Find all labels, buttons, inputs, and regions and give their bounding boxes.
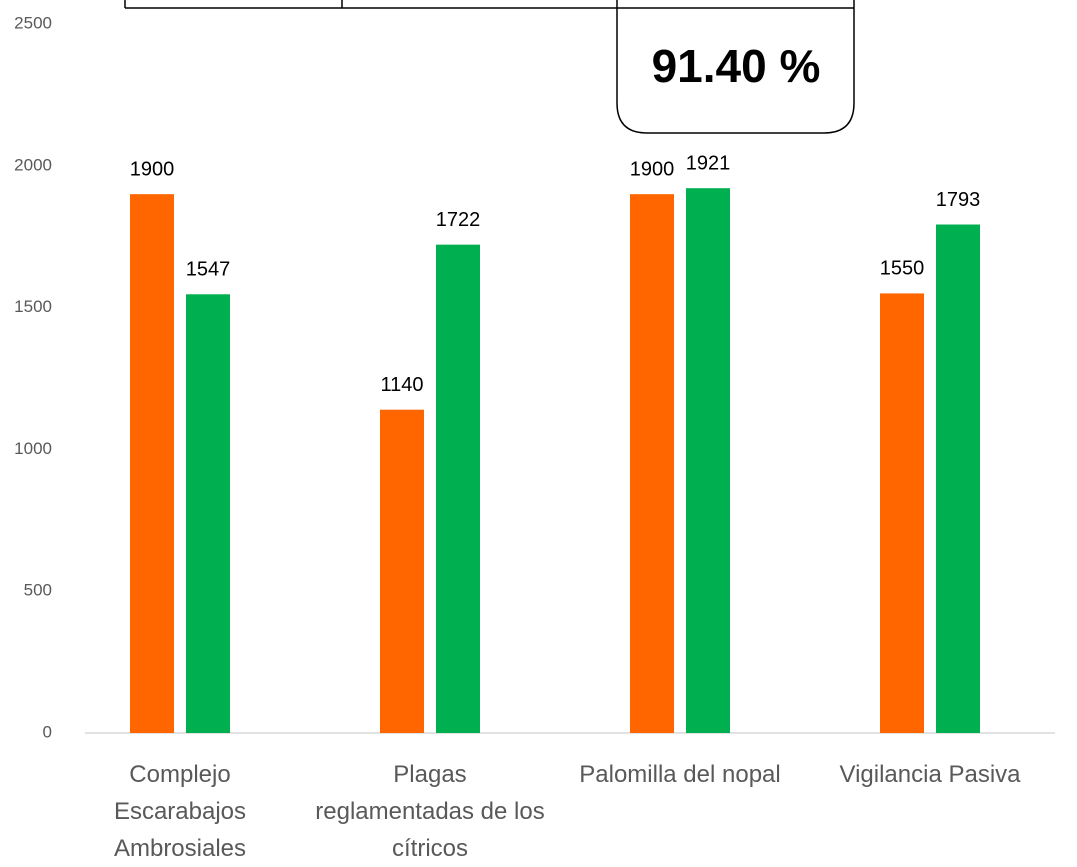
y-tick-label: 0 [43, 722, 52, 741]
value-label: 1550 [880, 258, 925, 280]
x-tick-label: Palomilla del nopal [579, 761, 780, 788]
y-tick-label: 2000 [14, 155, 52, 174]
bar [436, 244, 480, 733]
y-tick-label: 1500 [14, 297, 52, 316]
y-tick-label: 2500 [14, 13, 52, 32]
x-tick-label: Vigilancia Pasiva [840, 761, 1022, 788]
value-label: 1140 [380, 374, 423, 396]
y-tick-label: 500 [24, 581, 52, 600]
value-label: 1900 [130, 158, 175, 180]
value-label: 1900 [630, 158, 675, 180]
bar [130, 194, 174, 733]
bar [630, 194, 674, 733]
value-label: 1722 [436, 209, 481, 231]
bar [880, 293, 924, 733]
y-tick-label: 1000 [14, 439, 52, 458]
annotation: 91.40 % [652, 40, 821, 92]
bar [380, 409, 424, 733]
value-label: 1547 [186, 259, 231, 281]
bar [186, 294, 230, 733]
x-tick-label: Complejo Escarabajos Ambrosiales [114, 761, 246, 862]
bar [686, 188, 730, 733]
value-label: 1793 [936, 189, 981, 211]
bar [936, 224, 980, 734]
x-tick-label: Plagas reglamentadas de los cítricos [315, 761, 544, 862]
header-frame [124, 0, 855, 134]
value-label: 1921 [686, 152, 731, 174]
